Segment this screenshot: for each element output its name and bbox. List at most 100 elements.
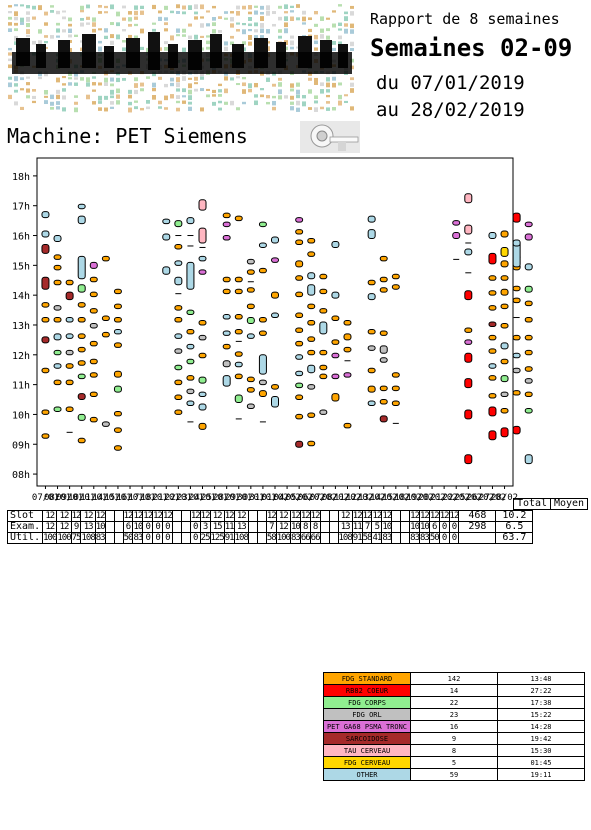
exam-mark	[379, 357, 388, 363]
stats-cell: 0	[189, 521, 201, 533]
exam-mark	[488, 406, 497, 417]
stats-cell: 125	[209, 532, 225, 544]
exam-mark	[367, 229, 376, 240]
exam-mark	[295, 413, 304, 420]
exam-mark	[101, 421, 110, 427]
stats-cell: 12	[419, 510, 430, 522]
x-tick-label: 18/01	[141, 493, 168, 503]
exam-mark	[89, 291, 98, 298]
stats-cell: 0	[448, 532, 460, 544]
exam-mark	[379, 345, 388, 354]
stats-cell	[256, 532, 267, 544]
exam-mark	[391, 400, 400, 406]
exam-mark	[222, 314, 231, 320]
exam-mark	[246, 258, 255, 265]
exam-mark	[77, 284, 86, 293]
exam-mark	[367, 400, 376, 406]
stats-cell: 12	[122, 510, 134, 522]
stats-cell	[104, 521, 115, 533]
stats-cell: 13	[233, 521, 249, 533]
stats-cell: 83	[381, 532, 393, 544]
stats-total: 298	[458, 521, 497, 533]
exam-mark	[524, 221, 533, 228]
stats-cell	[104, 532, 115, 544]
x-tick-label: 21/02	[431, 493, 458, 503]
exam-mark	[89, 261, 98, 269]
x-tick-label: 15/01	[104, 493, 131, 503]
stats-cell: 12	[428, 510, 440, 522]
exam-mark	[162, 266, 171, 275]
exam-mark	[65, 279, 74, 286]
exam-mark	[198, 227, 207, 244]
exam-mark	[258, 221, 267, 228]
exam-mark	[512, 367, 521, 374]
stats-cell: 11	[351, 521, 363, 533]
totals-header: Total Moyen	[513, 498, 588, 510]
exam-mark	[524, 263, 533, 271]
exam-mark	[524, 300, 533, 307]
exam-mark	[198, 352, 207, 359]
stats-cell: 83	[289, 532, 301, 544]
exam-mark	[234, 351, 243, 357]
exam-mark	[464, 409, 473, 420]
exam-mark	[500, 288, 509, 296]
exam-mark	[367, 279, 376, 286]
stats-cell: 12	[381, 510, 393, 522]
legend-label: FDG CERVEAU	[323, 756, 411, 769]
exam-mark	[500, 375, 509, 383]
stats-cell	[328, 532, 339, 544]
exam-mark	[331, 315, 340, 322]
exam-mark	[174, 364, 183, 371]
exam-mark	[500, 246, 509, 257]
exam-mark	[524, 454, 533, 465]
exam-mark	[222, 221, 231, 228]
stats-cell: 91	[351, 532, 363, 544]
exam-mark	[367, 385, 376, 393]
x-tick-label: 21/01	[153, 493, 180, 503]
stats-cell: 12	[189, 510, 201, 522]
exam-mark	[258, 354, 267, 375]
exam-mark	[174, 276, 183, 286]
stats-cell: 3	[199, 521, 211, 533]
report-label: Rapport de 8 semaines	[370, 10, 560, 28]
exam-mark	[174, 260, 183, 266]
x-tick-label: 12/02	[346, 493, 373, 503]
y-tick-label: 10h	[12, 410, 30, 421]
exam-mark	[307, 364, 316, 374]
exam-mark	[379, 287, 388, 293]
exam-mark	[113, 303, 122, 310]
pet-scanner-icon	[300, 121, 360, 153]
exam-mark	[174, 394, 183, 401]
exam-mark	[307, 349, 316, 356]
exam-mark	[246, 387, 255, 393]
stats-average: 6.5	[495, 521, 534, 533]
exam-mark	[77, 346, 86, 353]
exam-mark	[488, 363, 497, 369]
x-tick-label: 14/02	[370, 493, 397, 503]
exam-mark	[524, 334, 533, 341]
stats-cell: 91	[223, 532, 235, 544]
exam-marks	[41, 193, 533, 465]
x-tick-label: 05/02	[286, 493, 313, 503]
stats-cell: 12	[94, 510, 106, 522]
stats-cell	[171, 532, 182, 544]
exam-mark	[295, 275, 304, 281]
stats-cell: 100	[42, 532, 58, 544]
stats-row: Exam. 12 12 9 13 10 6 10 0 0 0 0 3 15 11 13 7 12 10 8 8 13 11 7…	[6, 521, 534, 533]
exam-mark	[198, 255, 207, 262]
exam-mark	[89, 340, 98, 347]
stats-cell: 83	[94, 532, 106, 544]
x-tick-label: 23/01	[177, 493, 204, 503]
exam-mark	[246, 403, 255, 409]
exam-mark	[331, 393, 340, 402]
stats-cell: 58	[361, 532, 373, 544]
legend-row: FDG CERVEAU 5 01:45	[323, 756, 585, 769]
exam-mark	[307, 284, 316, 296]
exam-mark	[65, 317, 74, 323]
exam-mark	[246, 269, 255, 275]
exam-mark	[258, 379, 267, 386]
legend-duration: 14:28	[497, 720, 585, 733]
legend-count: 14	[410, 684, 498, 697]
exam-mark	[307, 412, 316, 418]
exam-mark	[343, 372, 352, 378]
